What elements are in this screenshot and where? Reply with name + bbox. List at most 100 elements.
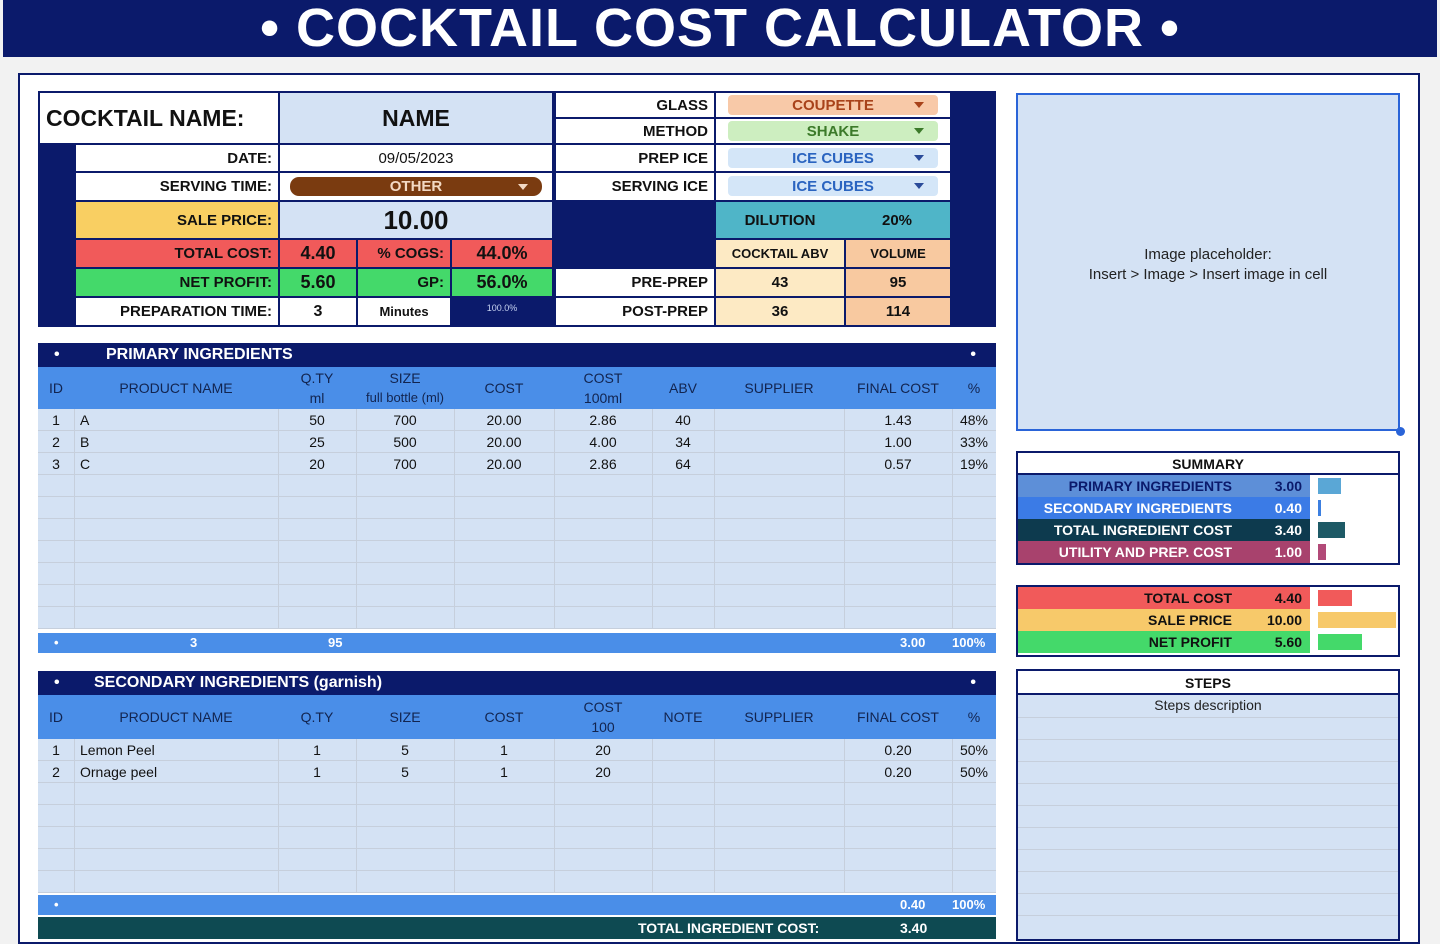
cell-cost[interactable]: 20.00 xyxy=(486,434,522,450)
serving-time-cell: OTHER xyxy=(280,173,552,200)
summary-row-label: NET PROFIT xyxy=(1018,631,1242,653)
cell-cost[interactable]: 20.00 xyxy=(486,456,522,472)
cell-abv[interactable]: 40 xyxy=(675,412,691,428)
col-cost100-line2: 100ml xyxy=(583,390,623,406)
cell-size[interactable]: 700 xyxy=(393,412,417,428)
steps-area[interactable]: Steps description xyxy=(1018,695,1398,939)
summary-row: SECONDARY INGREDIENTS 0.40 xyxy=(1018,497,1398,519)
col-id: ID xyxy=(49,709,63,725)
cell-id[interactable]: 3 xyxy=(52,456,60,472)
steps-title: STEPS xyxy=(1018,671,1398,695)
serving-ice-label: SERVING ICE xyxy=(556,173,714,200)
col-size: SIZE full bottle (ml) xyxy=(356,367,454,409)
serving-time-dropdown[interactable]: OTHER xyxy=(290,177,542,196)
cell-final[interactable]: 0.20 xyxy=(884,742,912,758)
cell-cost100[interactable]: 2.86 xyxy=(589,412,617,428)
summary-row-value: 0.40 xyxy=(1242,497,1310,519)
cell-pct[interactable]: 50% xyxy=(959,742,989,758)
method-dropdown[interactable]: SHAKE xyxy=(728,121,938,141)
serving-ice-cell: ICE CUBES xyxy=(716,173,950,200)
gp-label: GP: xyxy=(358,269,450,296)
summary-row-value: 3.00 xyxy=(1242,475,1310,497)
abv-header: COCKTAIL ABV xyxy=(716,240,844,267)
image-placeholder-line1: Image placeholder: xyxy=(1144,246,1272,263)
steps-panel: STEPS Steps description xyxy=(1016,669,1400,941)
col-cost: COST xyxy=(484,380,524,396)
cell-size[interactable]: 5 xyxy=(401,764,409,780)
cocktail-name-input[interactable]: NAME xyxy=(280,93,552,143)
grid-column-line xyxy=(74,409,75,629)
steps-row-line xyxy=(1018,761,1398,762)
cell-pct[interactable]: 19% xyxy=(959,456,989,472)
cell-size[interactable]: 500 xyxy=(393,434,417,450)
cell-name[interactable]: C xyxy=(80,456,91,472)
cell-qty[interactable]: 1 xyxy=(313,764,321,780)
cell-size[interactable]: 5 xyxy=(401,742,409,758)
cell-qty[interactable]: 1 xyxy=(313,742,321,758)
cell-qty[interactable]: 20 xyxy=(309,456,325,472)
secondary-header: • SECONDARY INGREDIENTS (garnish) • xyxy=(38,671,996,695)
cell-abv[interactable]: 64 xyxy=(675,456,691,472)
cell-final[interactable]: 1.43 xyxy=(884,412,912,428)
steps-row-line xyxy=(1018,849,1398,850)
cell-supplier[interactable] xyxy=(714,409,844,431)
cell-cost100[interactable]: 4.00 xyxy=(589,434,617,450)
prep-ice-dropdown[interactable]: ICE CUBES xyxy=(728,148,938,168)
col-qty: Q.TY ml xyxy=(278,367,356,409)
cell-id[interactable]: 1 xyxy=(52,412,60,428)
cell-qty[interactable]: 25 xyxy=(309,434,325,450)
cell-supplier[interactable] xyxy=(714,431,844,453)
cell-id[interactable]: 1 xyxy=(52,742,60,758)
secondary-total-final: 0.40 xyxy=(900,897,926,912)
steps-row-line xyxy=(1018,827,1398,828)
col-qty-line2: ml xyxy=(309,390,325,406)
cell-final[interactable]: 0.57 xyxy=(884,456,912,472)
cell-supplier[interactable] xyxy=(714,453,844,475)
glass-value: COUPETTE xyxy=(792,96,874,114)
grid-column-line xyxy=(952,409,953,629)
cell-pct[interactable]: 33% xyxy=(959,434,989,450)
image-placeholder-line2: Insert > Image > Insert image in cell xyxy=(1088,266,1328,283)
cell-name[interactable]: A xyxy=(80,412,90,428)
method-value: SHAKE xyxy=(806,122,860,140)
summary-bar xyxy=(1318,634,1362,650)
prep-time-input[interactable]: 3 xyxy=(280,298,356,325)
cell-pct[interactable]: 50% xyxy=(959,764,989,780)
glass-dropdown[interactable]: COUPETTE xyxy=(728,95,938,115)
serving-time-label: SERVING TIME: xyxy=(76,173,278,200)
cell-size[interactable]: 700 xyxy=(393,456,417,472)
cell-id[interactable]: 2 xyxy=(52,434,60,450)
cell-cost[interactable]: 1 xyxy=(500,742,508,758)
grid-column-line xyxy=(844,739,845,893)
cell-final[interactable]: 0.20 xyxy=(884,764,912,780)
image-placeholder[interactable]: Image placeholder: Insert > Image > Inse… xyxy=(1016,93,1400,431)
cell-cost[interactable]: 1 xyxy=(500,764,508,780)
cell-cost100[interactable]: 20 xyxy=(595,742,611,758)
cell-cost[interactable]: 20.00 xyxy=(486,412,522,428)
serving-ice-value: ICE CUBES xyxy=(792,177,874,195)
secondary-title: SECONDARY INGREDIENTS (garnish) xyxy=(94,674,383,691)
grid-row-line xyxy=(38,607,996,629)
cell-id[interactable]: 2 xyxy=(52,764,60,780)
cell-cost100[interactable]: 20 xyxy=(595,764,611,780)
cogs-value: 44.0% xyxy=(452,240,552,267)
sale-price-label: SALE PRICE: xyxy=(76,202,278,238)
cell-qty[interactable]: 50 xyxy=(309,412,325,428)
grid-column-line xyxy=(356,739,357,893)
resize-handle[interactable] xyxy=(1396,427,1405,436)
grid-row-line xyxy=(38,827,996,849)
cell-cost100[interactable]: 2.86 xyxy=(589,456,617,472)
date-input[interactable]: 09/05/2023 xyxy=(280,145,552,171)
cell-name[interactable]: Lemon Peel xyxy=(80,742,155,758)
cell-name[interactable]: Ornage peel xyxy=(80,764,158,780)
glass-cell: COUPETTE xyxy=(716,93,950,117)
cell-name[interactable]: B xyxy=(80,434,90,450)
col-cost: COST xyxy=(484,709,524,725)
sale-price-input[interactable]: 10.00 xyxy=(280,202,552,238)
cell-final[interactable]: 1.00 xyxy=(884,434,912,450)
serving-ice-dropdown[interactable]: ICE CUBES xyxy=(728,176,938,196)
summary-row: TOTAL INGREDIENT COST 3.40 xyxy=(1018,519,1398,541)
cell-abv[interactable]: 34 xyxy=(675,434,691,450)
grid-column-line xyxy=(554,739,555,893)
cell-pct[interactable]: 48% xyxy=(959,412,989,428)
